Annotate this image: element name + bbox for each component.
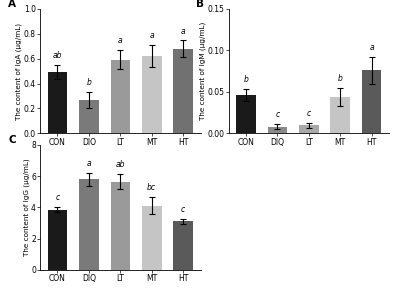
Bar — [111, 182, 130, 270]
Bar — [267, 127, 287, 133]
Text: a: a — [87, 159, 91, 168]
Text: ab: ab — [53, 51, 62, 60]
Bar — [142, 56, 162, 133]
Text: B: B — [196, 0, 205, 9]
Y-axis label: The content of IgG (μg/mL): The content of IgG (μg/mL) — [23, 159, 30, 256]
Text: c: c — [181, 204, 185, 213]
Text: c: c — [55, 193, 59, 202]
Text: a: a — [150, 31, 154, 40]
Y-axis label: The content of IgM (μg/mL): The content of IgM (μg/mL) — [200, 22, 206, 120]
Text: bc: bc — [147, 183, 156, 192]
Text: a: a — [181, 26, 186, 35]
Text: ab: ab — [115, 160, 125, 169]
Bar — [79, 179, 99, 270]
Text: A: A — [8, 0, 16, 9]
Text: a: a — [369, 43, 374, 52]
Bar — [174, 221, 193, 270]
Text: b: b — [86, 78, 91, 87]
Bar — [362, 70, 381, 133]
Bar — [111, 60, 130, 133]
Text: c: c — [307, 108, 311, 118]
Text: C: C — [8, 135, 16, 145]
Bar — [236, 95, 255, 133]
Bar — [79, 100, 99, 133]
Text: a: a — [118, 37, 123, 46]
Bar — [299, 125, 318, 133]
Bar — [48, 210, 67, 270]
Bar — [174, 49, 193, 133]
Bar — [48, 72, 67, 133]
Text: b: b — [338, 74, 343, 83]
Y-axis label: The content of IgA (μg/mL): The content of IgA (μg/mL) — [16, 23, 22, 119]
Bar — [142, 206, 162, 270]
Text: b: b — [243, 75, 248, 84]
Text: c: c — [275, 110, 279, 119]
Bar — [330, 97, 350, 133]
